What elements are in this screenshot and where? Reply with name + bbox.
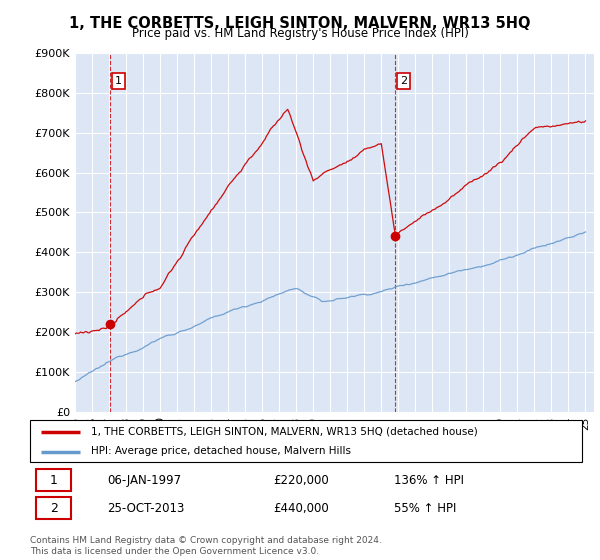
Text: 1, THE CORBETTS, LEIGH SINTON, MALVERN, WR13 5HQ: 1, THE CORBETTS, LEIGH SINTON, MALVERN, … [69, 16, 531, 31]
FancyBboxPatch shape [35, 497, 71, 520]
Text: 1: 1 [115, 76, 122, 86]
Text: 1: 1 [50, 474, 58, 487]
Text: £220,000: £220,000 [273, 474, 329, 487]
Text: 25-OCT-2013: 25-OCT-2013 [107, 502, 185, 515]
Text: 55% ↑ HPI: 55% ↑ HPI [394, 502, 457, 515]
Text: Price paid vs. HM Land Registry's House Price Index (HPI): Price paid vs. HM Land Registry's House … [131, 27, 469, 40]
Text: Contains HM Land Registry data © Crown copyright and database right 2024.
This d: Contains HM Land Registry data © Crown c… [30, 536, 382, 556]
Text: £440,000: £440,000 [273, 502, 329, 515]
FancyBboxPatch shape [30, 420, 582, 462]
Text: 136% ↑ HPI: 136% ↑ HPI [394, 474, 464, 487]
FancyBboxPatch shape [35, 469, 71, 491]
Text: HPI: Average price, detached house, Malvern Hills: HPI: Average price, detached house, Malv… [91, 446, 351, 456]
Text: 2: 2 [400, 76, 407, 86]
Text: 2: 2 [50, 502, 58, 515]
Text: 1, THE CORBETTS, LEIGH SINTON, MALVERN, WR13 5HQ (detached house): 1, THE CORBETTS, LEIGH SINTON, MALVERN, … [91, 427, 478, 437]
Text: 06-JAN-1997: 06-JAN-1997 [107, 474, 181, 487]
